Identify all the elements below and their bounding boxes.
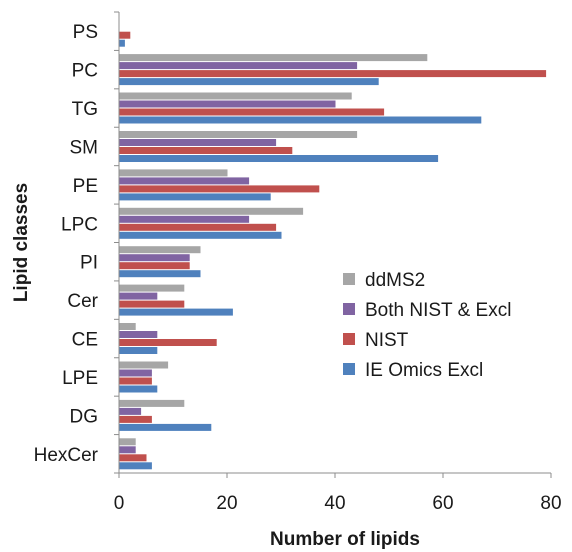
bar-pi-ie-omics-excl: [119, 270, 201, 278]
category-label: Cer: [67, 291, 98, 312]
bar-lpe-nist: [119, 377, 152, 385]
category-labels: PS PC TG SM PE LPC PI Cer CE LPE DG HexCer: [34, 11, 119, 474]
bar-pc-ie-omics-excl: [119, 78, 379, 86]
bar-pi-nist: [119, 262, 190, 270]
bar-dg-ddms2: [119, 399, 185, 407]
bar-lpe-ie-omics-excl: [119, 385, 158, 393]
category-label: LPE: [62, 368, 98, 389]
x-axis-title: Number of lipids: [270, 529, 420, 550]
x-tick-marks: 0 20 40 60 80: [114, 473, 562, 514]
x-tick-label: 0: [114, 493, 125, 514]
category-label: SM: [70, 137, 99, 158]
bar-tg-nist: [119, 108, 385, 116]
bar-lpc-both-nist-excl: [119, 215, 250, 223]
category-label: PC: [72, 61, 98, 82]
legend-label: IE Omics Excl: [365, 360, 483, 381]
bar-ps-nist: [119, 31, 131, 39]
bar-ce-ddms2: [119, 323, 136, 330]
bar-lpe-both-nist-excl: [119, 369, 152, 377]
bar-cer-ddms2: [119, 284, 185, 292]
bar-sm-ddms2: [119, 131, 358, 138]
legend-swatch: [343, 273, 355, 285]
bar-ce-nist: [119, 339, 217, 346]
bar-cer-nist: [119, 300, 185, 308]
bars-group: [119, 31, 547, 470]
bar-pc-nist: [119, 70, 547, 78]
legend-label: NIST: [365, 330, 409, 351]
y-axis-title: Lipid classes: [11, 183, 32, 302]
bar-pc-ddms2: [119, 54, 428, 62]
x-tick-label: 20: [216, 493, 237, 514]
bar-lpc-ie-omics-excl: [119, 231, 282, 239]
bar-dg-both-nist-excl: [119, 407, 142, 415]
bar-pe-ie-omics-excl: [119, 193, 271, 201]
bar-tg-ie-omics-excl: [119, 116, 482, 124]
bar-dg-nist: [119, 415, 152, 423]
bar-tg-ddms2: [119, 92, 352, 100]
category-label: CE: [72, 330, 98, 351]
bar-sm-ie-omics-excl: [119, 155, 439, 162]
x-tick-label: 80: [540, 493, 561, 514]
bar-ps-ie-omics-excl: [119, 39, 125, 47]
bar-sm-nist: [119, 147, 293, 154]
bar-hexcer-nist: [119, 454, 147, 462]
bar-pi-both-nist-excl: [119, 254, 190, 262]
bar-sm-both-nist-excl: [119, 139, 277, 146]
legend-swatch: [343, 363, 355, 375]
bar-pi-ddms2: [119, 246, 201, 254]
category-label: PS: [73, 22, 98, 43]
category-label: HexCer: [34, 445, 99, 466]
bar-ce-both-nist-excl: [119, 331, 158, 338]
bar-hexcer-ie-omics-excl: [119, 462, 152, 470]
bar-lpe-ddms2: [119, 361, 169, 369]
bar-cer-both-nist-excl: [119, 292, 158, 300]
bar-cer-ie-omics-excl: [119, 308, 233, 316]
legend-label: ddMS2: [365, 270, 425, 291]
category-label: PI: [80, 253, 98, 274]
category-label: PE: [73, 176, 98, 197]
bar-hexcer-ddms2: [119, 438, 136, 446]
legend: ddMS2 Both NIST & Excl NIST IE Omics Excl: [343, 270, 511, 381]
bar-lpc-nist: [119, 223, 277, 231]
x-tick-label: 40: [324, 493, 345, 514]
category-label: DG: [70, 406, 99, 427]
bar-dg-ie-omics-excl: [119, 423, 212, 431]
bar-ce-ie-omics-excl: [119, 347, 158, 354]
bar-tg-both-nist-excl: [119, 100, 336, 108]
bar-pc-both-nist-excl: [119, 62, 358, 70]
category-label: TG: [72, 99, 98, 120]
bar-pe-nist: [119, 185, 320, 193]
legend-swatch: [343, 333, 355, 345]
legend-label: Both NIST & Excl: [365, 300, 511, 321]
bar-pe-ddms2: [119, 169, 228, 177]
bar-hexcer-both-nist-excl: [119, 446, 136, 454]
bar-pe-both-nist-excl: [119, 177, 250, 185]
x-tick-label: 60: [432, 493, 453, 514]
category-label: LPC: [61, 214, 98, 235]
bar-lpc-ddms2: [119, 207, 304, 215]
legend-swatch: [343, 303, 355, 315]
